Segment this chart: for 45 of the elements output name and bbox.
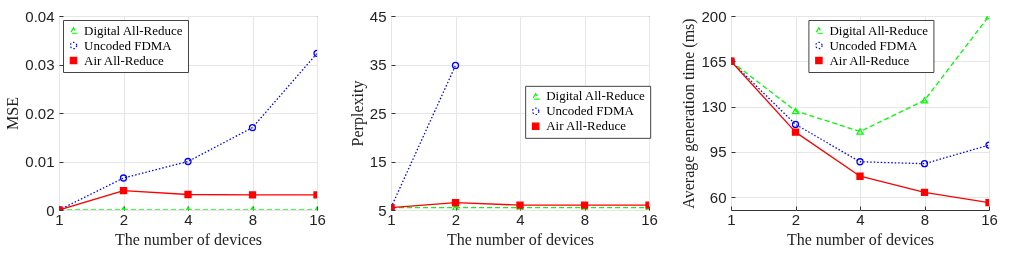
x-tick-label: 1 bbox=[387, 210, 396, 228]
x-tick-label: 8 bbox=[580, 210, 590, 228]
y-tick-label: 45 bbox=[369, 7, 387, 25]
y-tick-label: 95 bbox=[709, 143, 727, 161]
x-tick-label: 4 bbox=[516, 210, 525, 228]
x-tick-label: 16 bbox=[309, 210, 326, 228]
x-tick-label: 8 bbox=[248, 210, 258, 228]
x-tick-label: 2 bbox=[451, 210, 461, 228]
y-axis-title: Average generation time (ms) bbox=[680, 18, 699, 209]
y-tick-label: 0.02 bbox=[25, 104, 55, 122]
legend-label: Digital All-Reduce bbox=[829, 22, 929, 38]
legend-label: Uncoded FDMA bbox=[546, 103, 635, 119]
y-axis-title: MSE bbox=[4, 97, 22, 130]
legend-label: Digital All-Reduce bbox=[546, 88, 645, 104]
y-tick-label: 35 bbox=[369, 56, 387, 73]
x-tick-label: 1 bbox=[727, 210, 736, 228]
y-tick-label: 0 bbox=[46, 201, 55, 219]
y-tick-label: 25 bbox=[369, 104, 387, 122]
y-tick-label: 200 bbox=[701, 7, 727, 25]
y-tick-label: 165 bbox=[701, 52, 727, 70]
x-axis-title: The number of devices bbox=[114, 230, 263, 248]
legend-label: Uncoded FDMA bbox=[829, 37, 918, 53]
legend-label: Air All-Reduce bbox=[84, 52, 165, 68]
x-tick-label: 2 bbox=[119, 210, 129, 228]
y-axis-title: Perplexity bbox=[348, 80, 367, 147]
x-axis-title: The number of devices bbox=[786, 230, 935, 248]
x-tick-label: 1 bbox=[55, 210, 64, 228]
x-axis-title: The number of devices bbox=[446, 230, 595, 248]
x-tick-label: 4 bbox=[184, 210, 193, 228]
y-tick-label: 5 bbox=[378, 201, 387, 219]
x-tick-label: 8 bbox=[920, 210, 930, 228]
y-tick-label: 60 bbox=[709, 188, 727, 206]
legend-label: Uncoded FDMA bbox=[84, 37, 173, 53]
legend-label: Digital All-Reduce bbox=[84, 22, 183, 38]
x-tick-label: 16 bbox=[641, 210, 658, 228]
y-tick-label: 130 bbox=[701, 98, 727, 116]
y-tick-label: 0.01 bbox=[25, 153, 55, 170]
legend-label: Air All-Reduce bbox=[546, 118, 627, 134]
x-tick-label: 2 bbox=[791, 210, 801, 228]
y-tick-label: 15 bbox=[369, 153, 387, 170]
x-tick-label: 16 bbox=[981, 210, 998, 228]
y-tick-label: 0.03 bbox=[25, 56, 55, 73]
legend-label: Air All-Reduce bbox=[829, 52, 910, 68]
y-tick-label: 0.04 bbox=[25, 7, 55, 25]
x-tick-label: 4 bbox=[856, 210, 865, 228]
